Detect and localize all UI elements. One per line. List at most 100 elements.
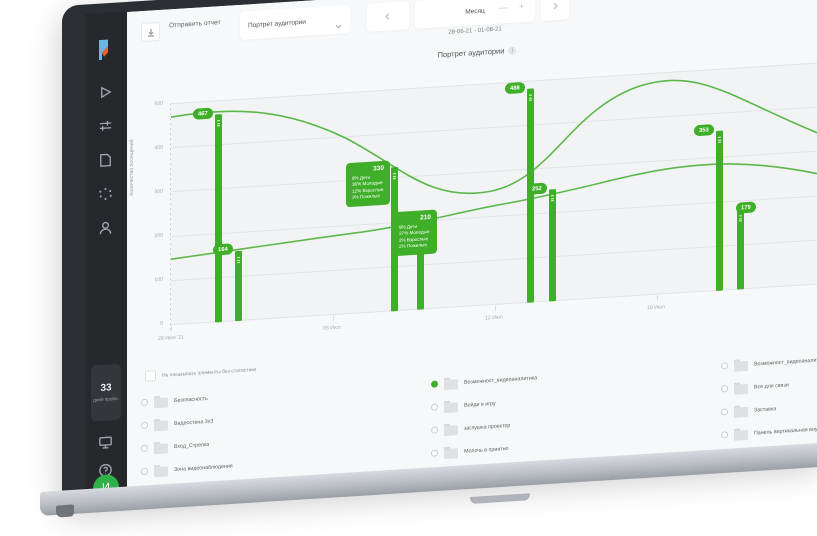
- tooltip-value: 210: [420, 213, 431, 222]
- send-report-button[interactable]: Отправить отчет: [169, 19, 221, 30]
- radio-icon[interactable]: [721, 431, 728, 439]
- bar-tooltip-330: 330 8% Дети 36% Молодые 12% Взрослые 3% …: [346, 160, 390, 207]
- folder-icon: [444, 423, 458, 436]
- y-tick: 400: [154, 144, 163, 152]
- audience-chart: Количество посещений 500 400 300 200 100…: [127, 44, 817, 363]
- period-increase-button[interactable]: +: [519, 1, 525, 12]
- tooltip-row: 2% Пожилые: [399, 242, 427, 250]
- report-type-value: Портрет аудитории: [248, 18, 306, 29]
- bar-467[interactable]: [215, 114, 222, 323]
- bar-488[interactable]: [527, 88, 534, 303]
- radio-icon[interactable]: [141, 398, 148, 407]
- bar-353[interactable]: [716, 130, 723, 291]
- chevron-down-icon: [335, 16, 342, 28]
- y-tick: 300: [154, 188, 163, 196]
- radio-icon[interactable]: [141, 421, 148, 430]
- radio-icon[interactable]: [431, 449, 438, 457]
- bar-252[interactable]: [549, 189, 556, 302]
- folder-icon: [734, 358, 748, 372]
- bar-label: 179: [736, 201, 756, 214]
- list-item-label: Возможност_видеоаналитика: [464, 374, 538, 386]
- y-axis-label: Количество посещений: [129, 139, 135, 196]
- radio-icon[interactable]: [431, 380, 438, 388]
- laptop-foot: [56, 504, 74, 518]
- tooltip-value: 330: [373, 164, 384, 173]
- folder-icon: [444, 446, 458, 459]
- folder-icon: [734, 404, 748, 418]
- list-item-label: Вход_Стрелка: [174, 441, 210, 450]
- chevron-left-icon: [384, 13, 390, 20]
- page-title: Портрет аудитории: [437, 46, 505, 60]
- prev-period-button[interactable]: [367, 1, 409, 32]
- x-tick: 19 Июл: [647, 304, 665, 312]
- app-screen: Отправить отчет Портрет аудитории Месяц …: [127, 0, 817, 498]
- app-logo-icon[interactable]: [96, 38, 113, 61]
- x-tick: 05 Июл: [323, 324, 341, 332]
- trial-days-count: 33: [100, 382, 112, 395]
- bar-179[interactable]: [737, 209, 744, 290]
- app-sidebar: 33 дней пробн. И: [85, 11, 127, 499]
- trend-curves: [171, 79, 817, 261]
- list-item-label: Молочь в приятно: [464, 445, 509, 455]
- y-tick: 200: [154, 232, 163, 240]
- list-item-label: Зона видеонаблюдения: [174, 462, 233, 473]
- laptop-notch: [470, 493, 530, 504]
- no-stats-checkbox[interactable]: [145, 370, 156, 382]
- list-item-label: Безопасность: [174, 395, 208, 404]
- radio-icon[interactable]: [431, 403, 438, 411]
- period-label: Месяц: [465, 6, 485, 16]
- list-item-label: Видеостена 3х3: [174, 418, 214, 427]
- download-icon[interactable]: [141, 21, 160, 43]
- folder-icon: [444, 400, 458, 413]
- x-tick: 28 Июн '21: [158, 334, 184, 343]
- radio-icon[interactable]: [721, 362, 728, 370]
- folder-icon: [444, 377, 458, 390]
- toolbar: Отправить отчет Портрет аудитории Месяц …: [127, 0, 817, 64]
- sidebar-item-document[interactable]: [96, 150, 114, 169]
- folder-icon: [734, 427, 748, 441]
- x-tick: 12 Июл: [485, 314, 503, 322]
- folder-icon: [154, 441, 168, 454]
- list-item-label: Заставка: [754, 405, 777, 414]
- sidebar-item-play[interactable]: [96, 82, 114, 101]
- bar-label: 353: [694, 124, 714, 137]
- chevron-right-icon: [553, 2, 559, 10]
- folder-icon: [154, 464, 168, 477]
- list-item-label: заглушка проектор: [464, 422, 511, 432]
- sidebar-item-sliders[interactable]: [96, 116, 114, 135]
- info-icon[interactable]: i: [508, 45, 517, 55]
- radio-icon[interactable]: [141, 444, 148, 453]
- bar-label: 164: [213, 243, 233, 256]
- period-decrease-button[interactable]: —: [499, 2, 508, 13]
- sidebar-item-dots-circle[interactable]: [96, 184, 114, 203]
- radio-icon[interactable]: [721, 408, 728, 416]
- list-item-label: Панель вертикальная внутр: [754, 425, 817, 437]
- list-item-label: Войди в игру: [464, 400, 496, 409]
- no-stats-checkbox-row[interactable]: Не показывать элементы без статистики: [145, 364, 256, 382]
- bar-label: 467: [193, 107, 213, 120]
- trial-days-label: дней пробн.: [93, 395, 119, 403]
- report-type-select[interactable]: Портрет аудитории: [240, 4, 350, 40]
- radio-icon[interactable]: [721, 385, 728, 393]
- bar-label: 488: [505, 81, 525, 95]
- y-tick: 100: [154, 276, 163, 284]
- folder-icon: [154, 395, 168, 408]
- monitor-icon[interactable]: [96, 432, 114, 451]
- list-item-label: Все для связи: [754, 381, 789, 391]
- y-tick: 0: [160, 320, 163, 327]
- bar-label: 252: [527, 182, 547, 195]
- radio-icon[interactable]: [141, 467, 148, 476]
- bar-164[interactable]: [235, 250, 242, 322]
- folder-icon: [734, 381, 748, 395]
- next-period-button[interactable]: [541, 0, 569, 21]
- list-item-label: Возможност_видеоаналити: [754, 356, 817, 368]
- trial-days-badge[interactable]: 33 дней пробн.: [91, 363, 121, 422]
- bar-tooltip-210: 210 9% Дети 27% Молодые 2% Взрослые 2% П…: [393, 209, 437, 256]
- tooltip-row: 3% Пожилые: [352, 193, 380, 201]
- no-stats-label: Не показывать элементы без статистики: [162, 366, 257, 379]
- sidebar-item-person[interactable]: [96, 218, 114, 237]
- radio-icon[interactable]: [431, 426, 438, 434]
- folder-icon: [154, 418, 168, 431]
- y-tick: 500: [154, 100, 163, 108]
